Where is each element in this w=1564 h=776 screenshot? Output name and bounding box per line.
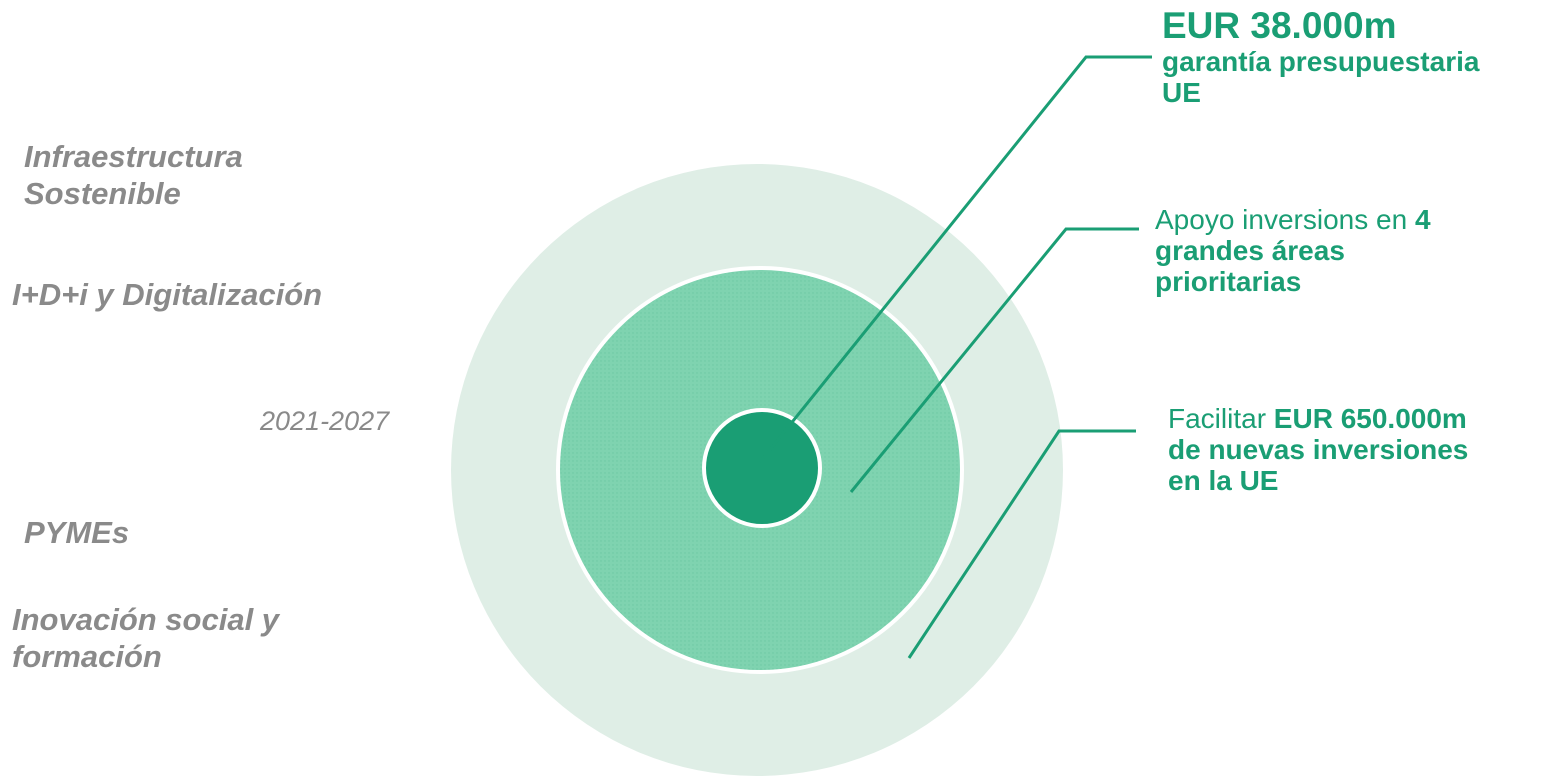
guarantee-amount: EUR 38.000m: [1162, 5, 1397, 46]
guarantee-line: UE: [1162, 77, 1201, 108]
area-label-line: Sostenible: [24, 176, 181, 211]
callout-investment: Facilitar EUR 650.000m de nuevas inversi…: [1168, 403, 1468, 496]
investment-line: en la UE: [1168, 465, 1279, 496]
leader-line-areas: [849, 227, 1139, 493]
guarantee-line: garantía presupuestaria: [1162, 46, 1480, 77]
area-label-infrastructure: Infraestructura Sostenible: [24, 138, 243, 212]
area-label-line: PYMEs: [24, 515, 130, 550]
investment-prefix: Facilitar: [1168, 403, 1274, 434]
area-label-line: formación: [12, 639, 162, 674]
period-label: 2021-2027: [260, 406, 390, 436]
investment-amount: EUR 650.000m: [1273, 403, 1467, 434]
leader-line-investment: [907, 429, 1136, 659]
area-label-social-innovation: Inovación social y formación: [12, 601, 279, 675]
area-label-line: Inovación social y: [12, 602, 280, 637]
callout-guarantee: EUR 38.000m garantía presupuestaria UE: [1162, 5, 1480, 109]
area-label-line: I+D+i y Digitalización: [12, 277, 323, 312]
area-label-smes: PYMEs: [24, 514, 129, 551]
leader-line-guarantee: [758, 55, 1152, 463]
areas-number: 4: [1414, 204, 1431, 235]
callout-priority-areas: Apoyo inversions en 4 grandes áreas prio…: [1155, 204, 1431, 297]
inner-circle: [702, 408, 822, 528]
areas-prefix: Apoyo inversions en: [1155, 204, 1415, 235]
area-label-line: Infraestructura: [24, 139, 243, 174]
investment-line: de nuevas inversiones: [1168, 434, 1469, 465]
areas-line: grandes áreas: [1155, 235, 1345, 266]
areas-line: prioritarias: [1155, 266, 1302, 297]
area-label-rdi-digitalization: I+D+i y Digitalización: [12, 276, 322, 313]
